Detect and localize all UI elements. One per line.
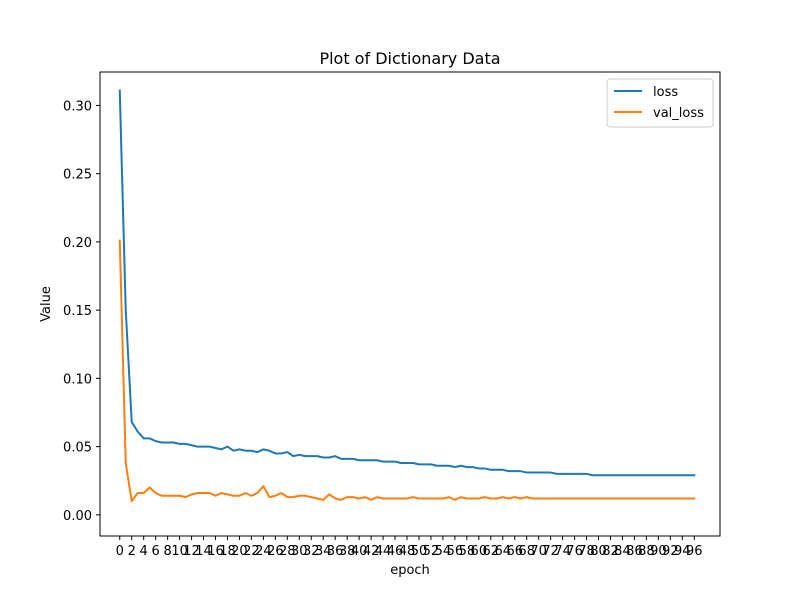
x-tick-label: 24 xyxy=(255,544,272,559)
x-tick-label: 48 xyxy=(399,544,416,559)
legend: loss val_loss xyxy=(606,78,714,128)
x-tick-label: 86 xyxy=(626,544,643,559)
x-tick-label: 12 xyxy=(183,544,200,559)
x-tick-label: 66 xyxy=(506,544,523,559)
x-tick-label: 82 xyxy=(602,544,619,559)
x-tick-label: 62 xyxy=(483,544,500,559)
x-tick-label: 92 xyxy=(662,544,679,559)
x-tick-label: 42 xyxy=(363,544,380,559)
y-tick-label: 0.05 xyxy=(63,441,92,456)
x-tick-label: 18 xyxy=(219,544,236,559)
x-tick-label: 76 xyxy=(566,544,583,559)
legend-label-val-loss: val_loss xyxy=(653,106,704,121)
x-tick-label: 46 xyxy=(387,544,404,559)
x-tick-label: 70 xyxy=(530,544,547,559)
x-axis-label: epoch xyxy=(390,563,430,578)
x-tick-label: 78 xyxy=(578,544,595,559)
x-tick-label: 36 xyxy=(327,544,344,559)
x-tick-label: 14 xyxy=(195,544,212,559)
plot-area xyxy=(100,72,720,536)
x-tick-label: 28 xyxy=(279,544,296,559)
series-line-val-loss xyxy=(118,239,696,503)
series-line-loss xyxy=(118,89,696,477)
x-tick-label: 16 xyxy=(207,544,224,559)
x-tick-label: 94 xyxy=(674,544,691,559)
y-tick-label: 0.30 xyxy=(63,99,92,114)
y-tick-label: 0.25 xyxy=(63,168,92,183)
x-tick-label: 60 xyxy=(471,544,488,559)
x-tick-label: 52 xyxy=(423,544,440,559)
x-tick-label: 80 xyxy=(590,544,607,559)
x-tick-label: 32 xyxy=(303,544,320,559)
x-tick-label: 22 xyxy=(243,544,260,559)
x-tick-label: 74 xyxy=(554,544,571,559)
y-tick-label: 0.00 xyxy=(63,509,92,524)
x-tick-label: 68 xyxy=(518,544,535,559)
chart-title: Plot of Dictionary Data xyxy=(319,49,500,68)
axes-background xyxy=(100,72,720,536)
x-tick-label: 54 xyxy=(435,544,452,559)
x-tick-label: 50 xyxy=(411,544,428,559)
series-layer xyxy=(118,89,696,503)
y-tick-label: 0.15 xyxy=(63,304,92,319)
y-tick-label: 0.10 xyxy=(63,372,92,387)
y-axis-ticks: 0.00 0.05 0.10 0.15 0.20 0.25 0.30 xyxy=(63,99,100,524)
x-tick-label: 10 xyxy=(171,544,188,559)
x-tick-label: 0 xyxy=(116,544,124,559)
x-tick-label: 44 xyxy=(375,544,392,559)
x-tick-label: 38 xyxy=(339,544,356,559)
x-tick-label: 88 xyxy=(638,544,655,559)
x-tick-label: 40 xyxy=(351,544,368,559)
x-tick-label: 6 xyxy=(152,544,160,559)
x-tick-label: 84 xyxy=(614,544,631,559)
x-tick-label: 56 xyxy=(447,544,464,559)
x-tick-label: 4 xyxy=(140,544,148,559)
x-tick-label: 90 xyxy=(650,544,667,559)
x-tick-label: 8 xyxy=(163,544,171,559)
axes-border xyxy=(99,71,721,537)
x-tick-label: 64 xyxy=(494,544,511,559)
x-tick-label: 26 xyxy=(267,544,284,559)
x-tick-label: 20 xyxy=(231,544,248,559)
x-tick-label: 72 xyxy=(542,544,559,559)
x-tick-label: 96 xyxy=(686,544,703,559)
x-tick-label: 30 xyxy=(291,544,308,559)
y-tick-label: 0.20 xyxy=(63,236,92,251)
y-axis-label: Value xyxy=(39,286,54,322)
x-tick-label: 34 xyxy=(315,544,332,559)
x-tick-label: 58 xyxy=(459,544,476,559)
x-tick-label: 2 xyxy=(128,544,136,559)
legend-label-loss: loss xyxy=(653,85,678,100)
axes-frame xyxy=(99,71,721,537)
x-axis-ticks: 0 2 4 6 8 10121416182022242628303234363840424… xyxy=(116,536,703,559)
